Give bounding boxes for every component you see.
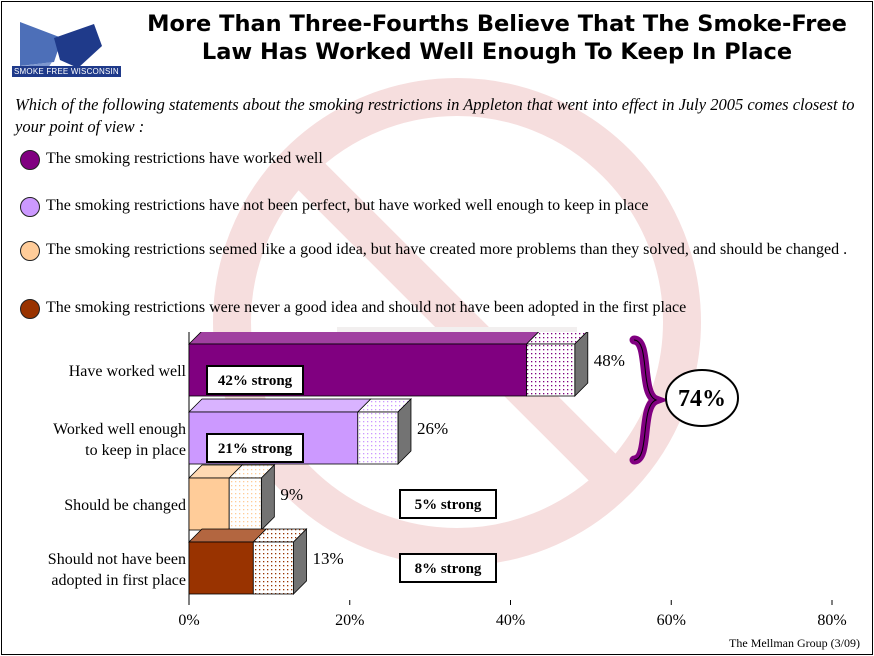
bar-chart: 0% 20% 40% 60% 80% 48% Have worked well 42% str… xyxy=(48,332,847,629)
group-total-label: 74% xyxy=(678,386,726,412)
source-credit: The Mellman Group (3/09) xyxy=(729,636,860,650)
x-tick-label: 40% xyxy=(496,612,525,629)
legend-swatch-icon xyxy=(20,241,40,261)
strong-callout-label: 42% strong xyxy=(218,373,293,389)
legend-label: The smoking restrictions have not been p… xyxy=(46,197,649,214)
strong-callout-label: 8% strong xyxy=(415,561,482,577)
category-label: to keep in place xyxy=(85,442,186,459)
survey-question: Which of the following statements about … xyxy=(15,95,855,136)
strong-callout-box xyxy=(206,365,304,395)
bar-side-face xyxy=(574,332,589,397)
group-brace-outline xyxy=(633,339,658,461)
category-label: Have worked well xyxy=(69,363,187,380)
group-brace xyxy=(629,335,669,465)
legend-label: The smoking restrictions seemed like a g… xyxy=(46,241,848,258)
strong-callout-box xyxy=(399,553,497,583)
strong-callout-box xyxy=(399,489,497,519)
bar-other-segment xyxy=(526,343,576,397)
strong-callout-label: 5% strong xyxy=(415,497,482,513)
legend-label: The smoking restrictions were never a go… xyxy=(46,299,687,316)
x-tick-label: 60% xyxy=(657,612,686,629)
category-label: Worked well enough xyxy=(53,421,186,438)
group-total-ellipse xyxy=(665,369,739,427)
page-title: More Than Three-Fourths Believe That The… xyxy=(147,11,847,65)
bar-total-label: 9% xyxy=(280,485,303,504)
category-label: adopted in first place xyxy=(51,572,186,589)
bar-other-segment xyxy=(252,541,294,595)
bar-strong-segment xyxy=(188,477,230,531)
category-label: Should not have been xyxy=(48,551,186,568)
bar-other-segment xyxy=(357,411,399,465)
logo-text: SMOKE FREE WISCONSIN xyxy=(12,66,121,77)
x-tick-label: 80% xyxy=(817,612,846,629)
bar-top-face xyxy=(188,398,372,413)
strong-callout-box xyxy=(206,433,304,463)
legend-label: The smoking restrictions have worked wel… xyxy=(46,150,323,167)
bar-total-label: 13% xyxy=(312,549,343,568)
legend-swatch-icon xyxy=(20,197,40,217)
category-label: Should be changed xyxy=(64,497,186,514)
strong-callout-label: 21% strong xyxy=(218,441,293,457)
legend-swatch-icon xyxy=(20,299,40,319)
legend-swatch-icon xyxy=(20,150,40,170)
x-tick-label: 20% xyxy=(335,612,364,629)
bar-total-label: 26% xyxy=(417,419,448,438)
bar-strong-segment xyxy=(188,541,254,595)
bar-total-label: 48% xyxy=(594,351,625,370)
x-tick-label: 0% xyxy=(178,612,199,629)
bar-top-face xyxy=(188,332,540,345)
bar-other-segment xyxy=(228,477,262,531)
